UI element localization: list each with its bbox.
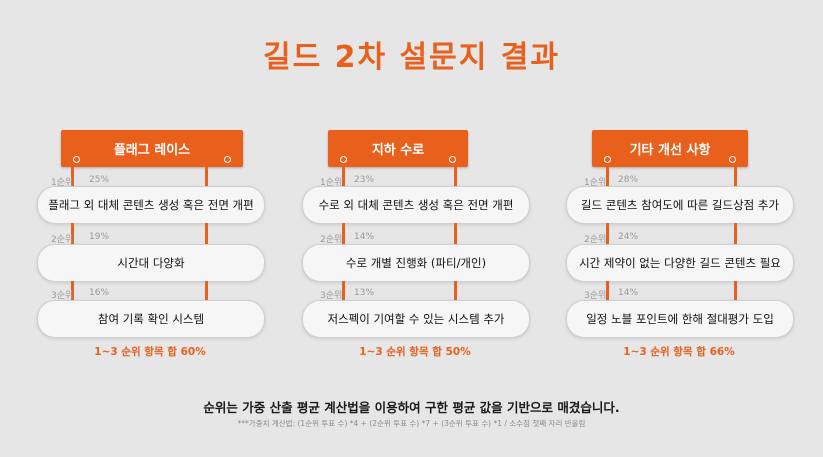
rope <box>734 167 737 189</box>
sum-label: 1~3 순위 항목 합 66% <box>623 346 735 358</box>
rope <box>205 167 208 189</box>
rope <box>734 281 737 301</box>
rope <box>734 223 737 245</box>
result-box: 수로 외 대체 콘텐츠 생성 혹은 전면 개편 <box>302 186 530 224</box>
rank-percent: 14% <box>618 288 639 298</box>
banner-hole-icon <box>73 156 80 163</box>
rope <box>606 223 609 245</box>
rank-label: 1순위 <box>320 178 343 188</box>
column-banner: 플래그 레이스 <box>61 130 243 167</box>
rank-label: 2순위 <box>51 235 74 245</box>
rope <box>342 167 345 189</box>
result-box: 시간 제약이 없는 다양한 길드 콘텐츠 필요 <box>566 244 794 282</box>
rank-percent: 23% <box>354 175 375 185</box>
result-box: 저스펙이 기여할 수 있는 시스템 추가 <box>302 300 530 338</box>
rope <box>205 281 208 301</box>
footnote-formula: ***가중치 계산법: (1순위 투표 수) *4 + (2순위 투표 수) *… <box>237 419 586 428</box>
rank-label: 2순위 <box>320 235 343 245</box>
banner-hole-icon <box>729 156 736 163</box>
rank-percent: 28% <box>618 175 639 185</box>
rank-percent: 14% <box>354 232 375 242</box>
rank-label: 1순위 <box>584 178 607 188</box>
banner-label: 기타 개선 사항 <box>629 143 711 158</box>
rank-label: 3순위 <box>584 291 607 301</box>
result-box: 수로 개별 진행화 (파티/개인) <box>302 244 530 282</box>
rank-percent: 16% <box>89 288 110 298</box>
rope <box>454 167 457 189</box>
sum-label: 1~3 순위 항목 합 60% <box>94 346 206 358</box>
rope <box>606 281 609 301</box>
rank-percent: 25% <box>89 175 110 185</box>
rope <box>454 281 457 301</box>
banner-hole-icon <box>340 156 347 163</box>
result-box: 일정 노블 포인트에 한해 절대평가 도입 <box>566 300 794 338</box>
rank-percent: 24% <box>618 232 639 242</box>
rank-label: 1순위 <box>51 178 74 188</box>
result-box: 길드 콘텐츠 참여도에 따른 길드상점 추가 <box>566 186 794 224</box>
result-box: 시간대 다양화 <box>37 244 265 282</box>
rank-label: 3순위 <box>320 291 343 301</box>
rope <box>606 167 609 189</box>
banner-label: 플래그 레이스 <box>113 143 191 158</box>
banner-hole-icon <box>449 156 456 163</box>
rope <box>71 167 74 189</box>
survey-column-other-improvements: 기타 개선 사항 1순위 28% 길드 콘텐츠 참여도에 따른 길드상점 추가 … <box>566 130 796 360</box>
rope <box>342 223 345 245</box>
rank-label: 3순위 <box>51 291 74 301</box>
rank-label: 2순위 <box>584 235 607 245</box>
rank-percent: 13% <box>354 288 375 298</box>
survey-column-underground-waterway: 지하 수로 1순위 23% 수로 외 대체 콘텐츠 생성 혹은 전면 개편 2순… <box>302 130 532 360</box>
survey-column-flag-race: 플래그 레이스 1순위 25% 플래그 외 대체 콘텐츠 생성 혹은 전면 개편… <box>37 130 267 360</box>
rope <box>71 223 74 245</box>
rope <box>454 223 457 245</box>
rank-percent: 19% <box>89 232 110 242</box>
rope <box>205 223 208 245</box>
column-banner: 기타 개선 사항 <box>592 130 748 167</box>
banner-hole-icon <box>604 156 611 163</box>
rope <box>71 281 74 301</box>
sum-label: 1~3 순위 항목 합 50% <box>359 346 471 358</box>
page-title: 길드 2차 설문지 결과 <box>262 40 560 75</box>
result-box: 참여 기록 확인 시스템 <box>37 300 265 338</box>
rope <box>342 281 345 301</box>
column-banner: 지하 수로 <box>328 130 468 167</box>
banner-hole-icon <box>224 156 231 163</box>
footnote: 순위는 가중 산출 평균 계산법을 이용하여 구한 평균 값을 기반으로 매겼습… <box>203 400 620 415</box>
result-box: 플래그 외 대체 콘텐츠 생성 혹은 전면 개편 <box>37 186 265 224</box>
banner-label: 지하 수로 <box>371 143 425 158</box>
